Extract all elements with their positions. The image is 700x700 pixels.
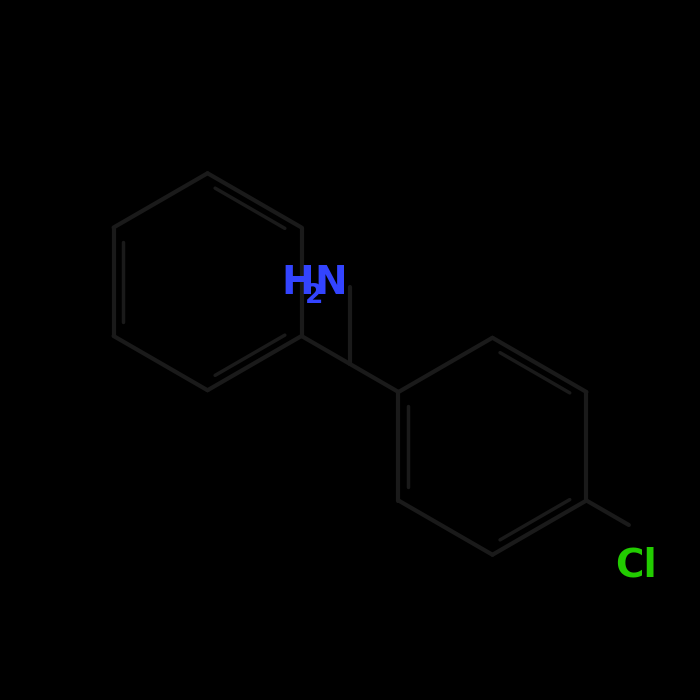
Text: H: H xyxy=(281,265,314,302)
Text: 2: 2 xyxy=(304,283,323,309)
Text: N: N xyxy=(314,265,346,302)
Text: Cl: Cl xyxy=(615,546,657,584)
